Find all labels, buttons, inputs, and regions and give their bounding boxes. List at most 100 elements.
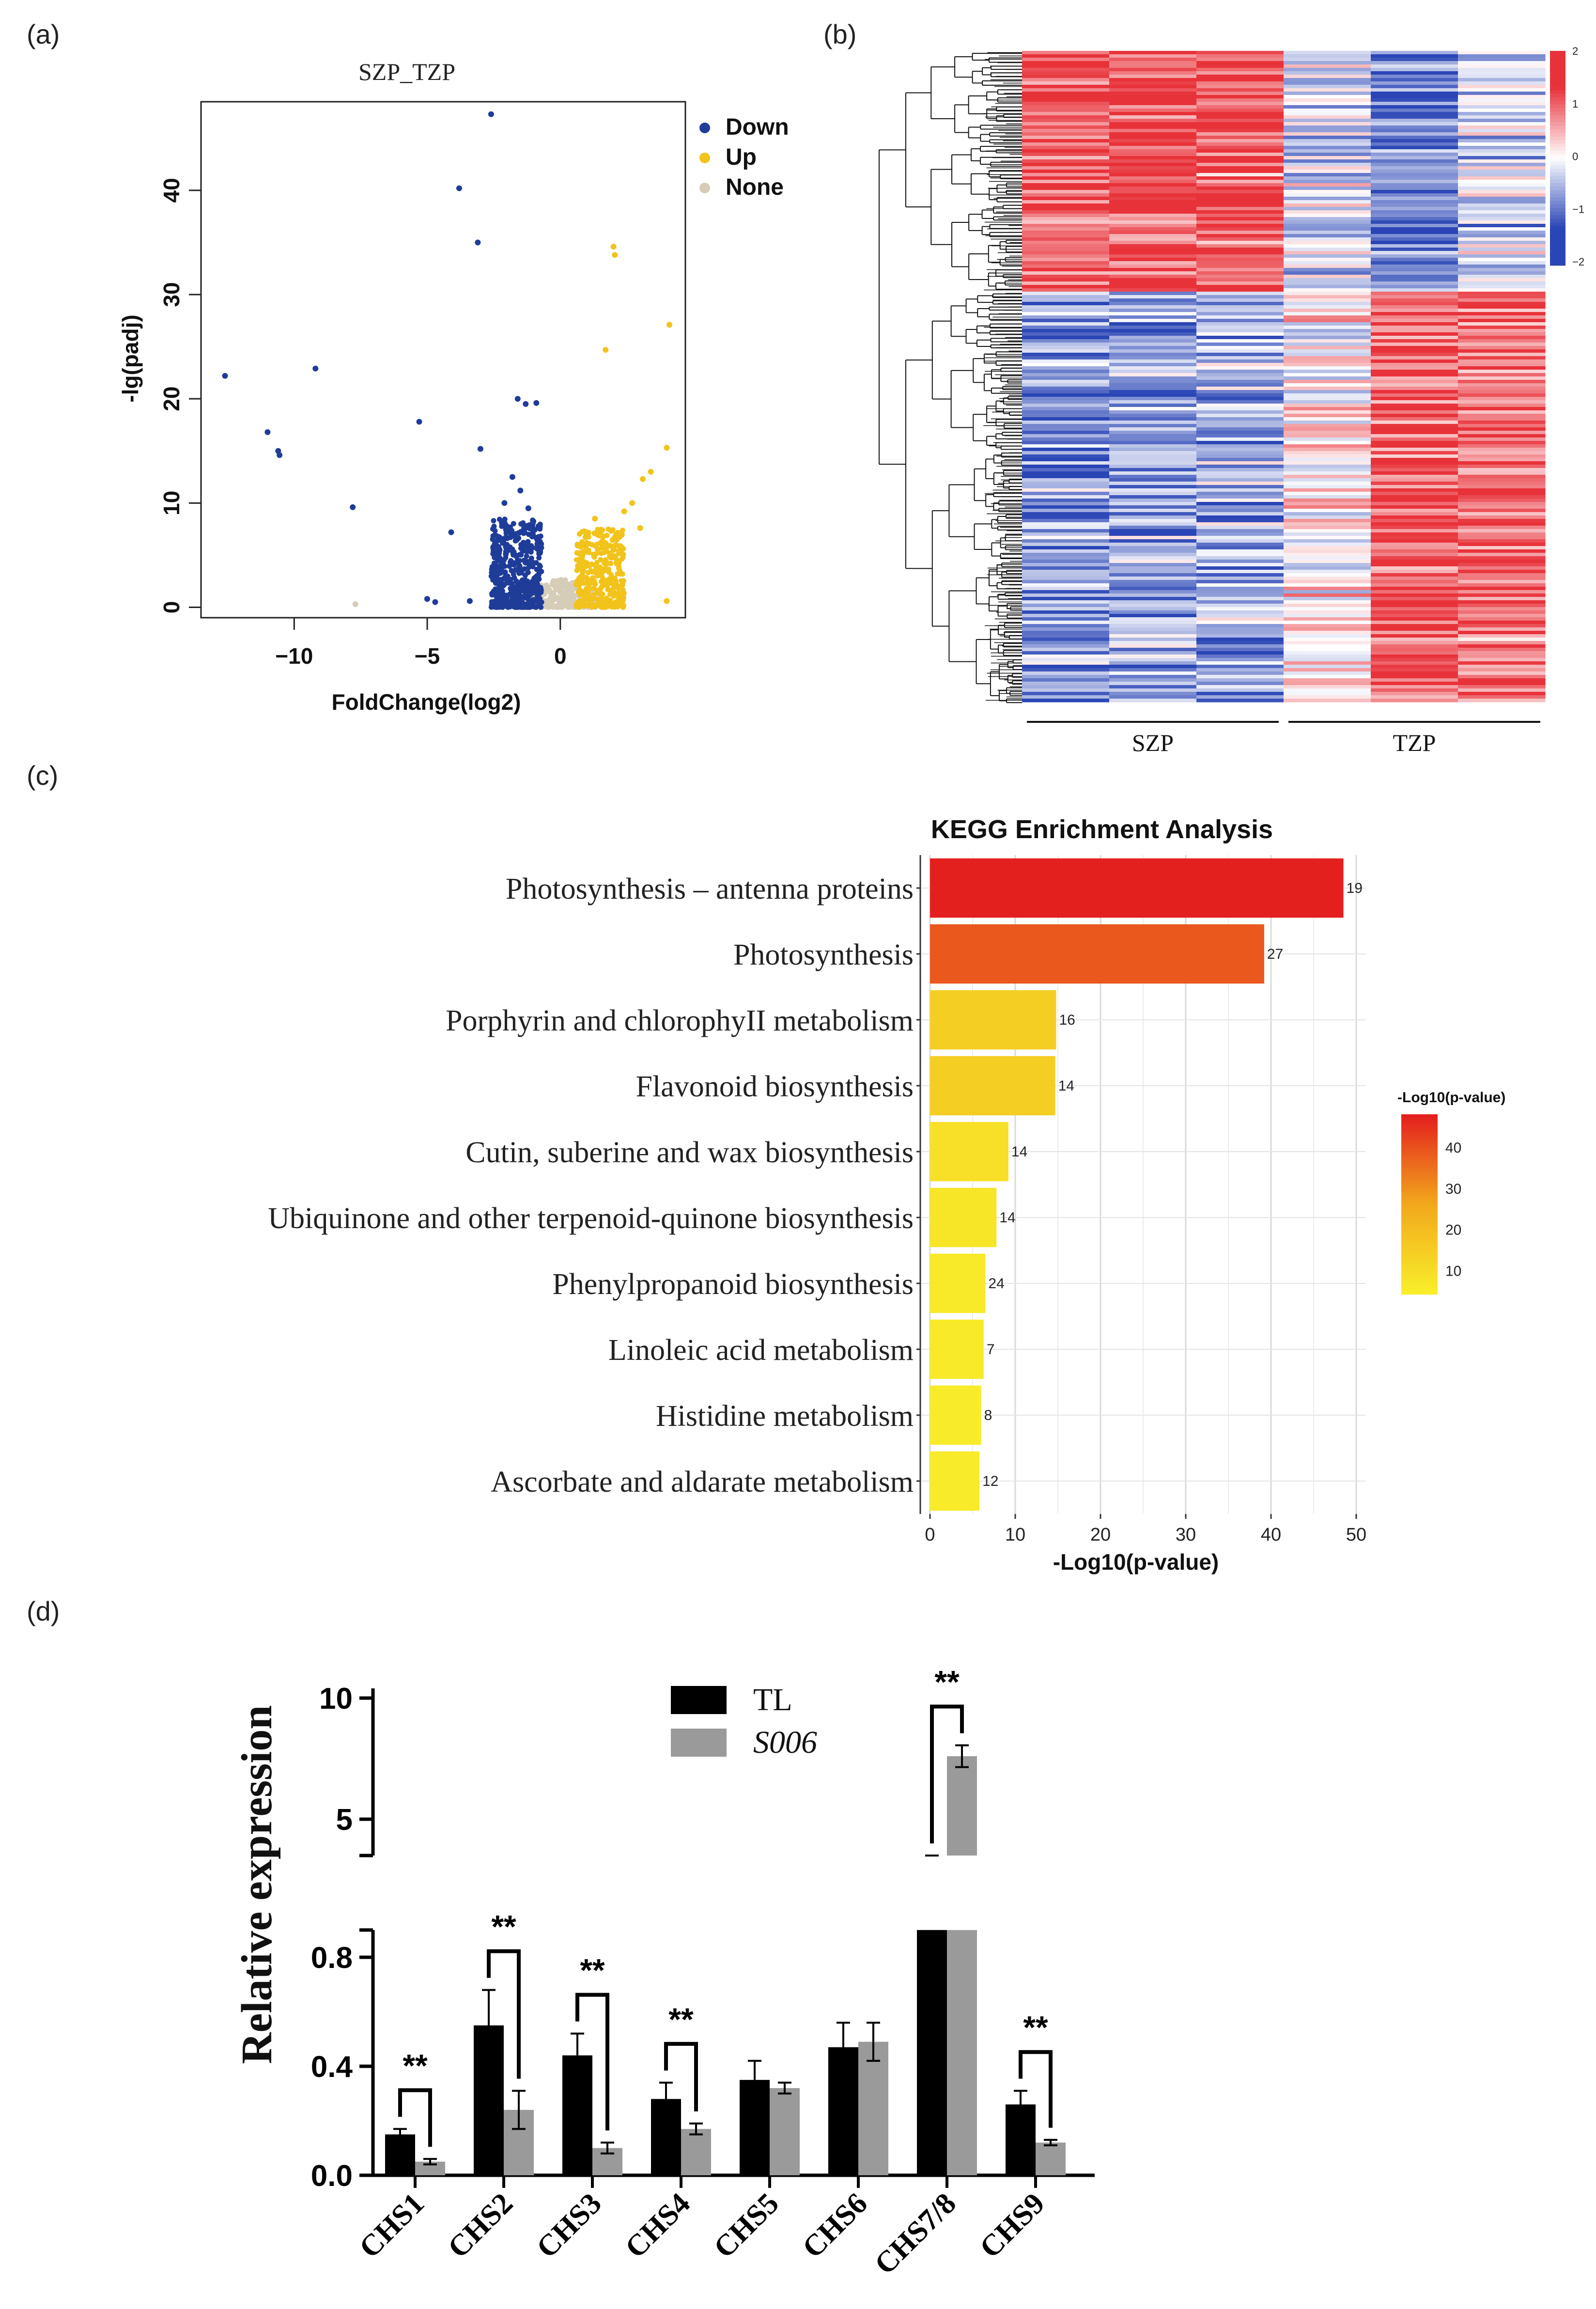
kegg-colorbar-tick-label: 40: [1445, 1140, 1461, 1156]
heatmap-cell: [1458, 132, 1546, 136]
volcano-point-up: [608, 561, 614, 566]
heatmap-cell: [1196, 315, 1284, 319]
heatmap-cell: [1284, 95, 1371, 99]
heatmap-cell: [1284, 688, 1371, 692]
heatmap-cell: [1458, 278, 1546, 282]
heatmap-cell: [1022, 298, 1110, 302]
heatmap-cell: [1458, 437, 1546, 441]
volcano-point-down: [448, 529, 454, 535]
heatmap-cell: [1109, 149, 1197, 153]
heatmap-cell: [1196, 183, 1284, 187]
heatmap-cell: [1022, 187, 1110, 190]
heatmap-cell: [1371, 98, 1458, 102]
heatmap-cell: [1458, 149, 1546, 153]
volcano-point-down: [525, 578, 530, 584]
heatmap-cell: [1284, 187, 1371, 190]
heatmap-cell: [1371, 166, 1458, 170]
heatmap-colorbar-segment: [1550, 240, 1565, 245]
heatmap-cell: [1284, 349, 1371, 353]
heatmap-cell: [1371, 356, 1458, 360]
heatmap-cell: [1284, 526, 1371, 530]
heatmap-colorbar-segment: [1550, 58, 1565, 62]
heatmap-cell: [1284, 75, 1371, 78]
heatmap-cell: [1109, 573, 1197, 577]
heatmap-cell: [1109, 590, 1197, 594]
heatmap-cell: [1458, 421, 1546, 424]
volcano-point-down: [495, 564, 501, 570]
heatmap-cell: [1284, 685, 1371, 689]
heatmap-cell: [1109, 214, 1197, 218]
heatmap-colorbar-tick: 2: [1572, 45, 1578, 57]
heatmap-cell: [1458, 268, 1546, 272]
heatmap-cell: [1284, 200, 1371, 204]
kegg-colorbar-segment: [1401, 1225, 1438, 1229]
heatmap-cell: [1284, 471, 1371, 475]
heatmap-cell: [1284, 437, 1371, 441]
heatmap-cell: [1109, 153, 1197, 156]
volcano-point-down: [475, 239, 481, 246]
qpcr-bar-s006: [947, 1756, 977, 1856]
volcano-point-up: [605, 587, 611, 593]
kegg-category-label: Linoleic acid metabolism: [608, 1334, 914, 1367]
heatmap-cell: [1458, 61, 1546, 65]
heatmap-cell: [1284, 197, 1371, 201]
heatmap-cell: [1022, 353, 1110, 357]
heatmap-cell: [1284, 227, 1371, 231]
qpcr-bar-tl: [917, 1930, 947, 2175]
heatmap-colorbar-segment: [1550, 158, 1565, 162]
heatmap-cell: [1458, 387, 1546, 390]
volcano-point-down: [498, 595, 504, 601]
heatmap-cell: [1284, 234, 1371, 238]
heatmap-colorbar-segment: [1550, 94, 1565, 98]
volcano-point-down: [222, 373, 228, 379]
heatmap-cell: [1284, 424, 1371, 428]
heatmap-colorbar-segment: [1550, 62, 1565, 66]
heatmap-cell: [1022, 380, 1110, 384]
heatmap-cell: [1196, 665, 1284, 669]
heatmap-cell: [1458, 444, 1546, 448]
volcano-point-up: [585, 590, 591, 595]
heatmap-cell: [1284, 644, 1371, 648]
qpcr-significance-label: **: [580, 1952, 605, 1988]
heatmap-cell: [1371, 268, 1458, 272]
heatmap-cell: [1458, 638, 1546, 641]
heatmap-cell: [1284, 68, 1371, 72]
volcano-point-up: [592, 581, 598, 587]
heatmap-cell: [1196, 624, 1284, 628]
heatmap-colorbar-segment: [1550, 179, 1565, 184]
heatmap-cell: [1284, 173, 1371, 177]
heatmap-cell: [1284, 217, 1371, 221]
heatmap-cell: [1022, 421, 1110, 424]
heatmap-cell: [1196, 163, 1284, 167]
kegg-x-tick-label: 30: [1176, 1525, 1196, 1545]
heatmap-cell: [1022, 319, 1110, 323]
heatmap-cell: [1458, 468, 1546, 472]
heatmap-cell: [1196, 448, 1284, 452]
volcano-point-down: [530, 529, 536, 534]
heatmap-cell: [1022, 346, 1110, 350]
heatmap-cell: [1284, 312, 1371, 316]
kegg-colorbar-segment: [1401, 1180, 1438, 1184]
volcano-point-down: [511, 521, 516, 527]
volcano-point-down: [504, 542, 510, 547]
volcano-point-up: [621, 508, 627, 515]
heatmap-cell: [1196, 621, 1284, 624]
qpcr-y-tick-label: 5: [336, 1803, 353, 1837]
volcano-point-up: [597, 587, 603, 593]
heatmap-cell: [1109, 129, 1197, 133]
heatmap-cell: [1371, 393, 1458, 397]
kegg-colorbar-segment: [1401, 1165, 1438, 1169]
heatmap-cell: [1196, 671, 1284, 675]
heatmap-cell: [1458, 142, 1546, 146]
heatmap-cell: [1196, 651, 1284, 655]
heatmap-cell: [1109, 142, 1197, 146]
volcano-point-up: [584, 529, 590, 535]
volcano-point-down: [497, 602, 503, 608]
heatmap-cell: [1109, 376, 1197, 380]
heatmap-colorbar-segment: [1550, 176, 1565, 180]
heatmap-cell: [1284, 244, 1371, 248]
heatmap-cell: [1196, 397, 1284, 401]
volcano-point-down: [518, 582, 524, 588]
heatmap-cell: [1458, 81, 1546, 85]
heatmap-cell: [1196, 444, 1284, 448]
